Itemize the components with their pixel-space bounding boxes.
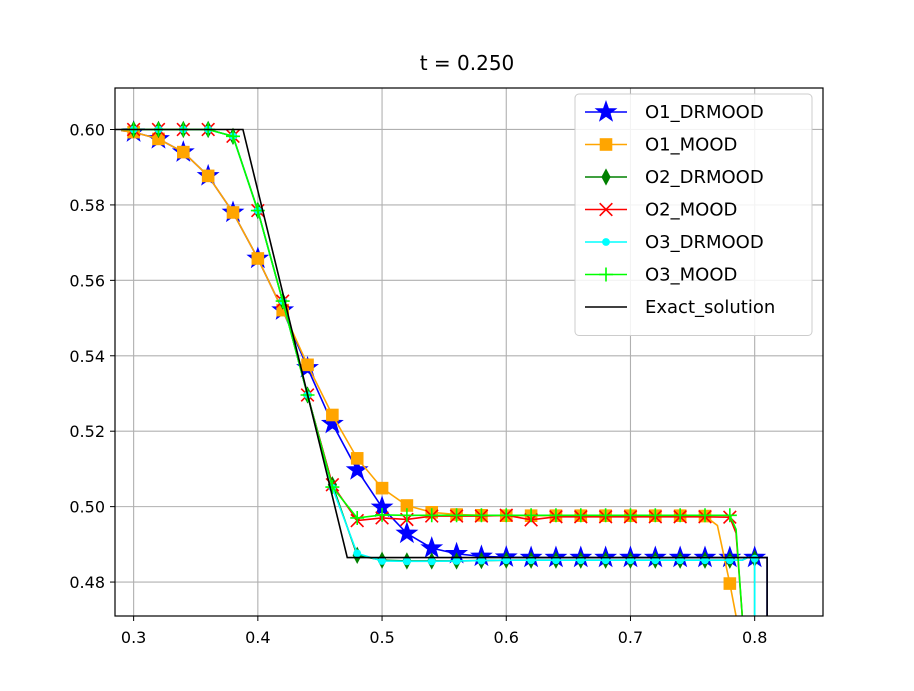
x-tick-label: 0.6: [494, 628, 519, 647]
y-tick-label: 0.48: [69, 573, 105, 592]
point-marker: [477, 556, 486, 565]
legend-label: O3_MOOD: [645, 265, 737, 286]
square-marker: [226, 206, 240, 219]
y-tick-label: 0.50: [69, 498, 105, 517]
series-Exact_solution: [115, 128, 768, 616]
plus-marker: [499, 508, 514, 523]
x-marker: [599, 202, 613, 217]
plus-marker: [350, 510, 365, 525]
square-marker: [723, 577, 737, 590]
plus-marker: [524, 508, 539, 523]
diamond-marker: [601, 168, 611, 186]
legend-box: [574, 93, 813, 336]
plus-marker: [673, 508, 688, 523]
legend-entry: O3_MOOD: [585, 265, 737, 286]
plus-marker: [698, 508, 712, 523]
square-marker: [599, 138, 613, 151]
point-marker: [378, 557, 386, 565]
x-tick-label: 0.5: [369, 628, 394, 647]
plus-marker: [722, 508, 737, 523]
legend-entry: O2_DRMOOD: [585, 167, 764, 188]
star-marker: [594, 99, 618, 122]
square-marker: [251, 252, 265, 265]
square-marker: [350, 452, 364, 465]
x-tick-label: 0.4: [245, 628, 270, 647]
y-tick-label: 0.58: [69, 196, 105, 215]
legend-label: Exact_solution: [645, 297, 775, 318]
point-marker: [452, 557, 461, 565]
legend-entry: O3_DRMOOD: [585, 232, 764, 253]
x-tick-label: 0.8: [742, 628, 767, 647]
y-tick-label: 0.52: [69, 422, 105, 441]
square-marker: [177, 145, 190, 159]
plus-marker: [598, 508, 613, 523]
plus-marker: [474, 508, 489, 523]
plus-marker: [375, 507, 390, 522]
star-marker: [395, 521, 419, 544]
series-layer: [115, 120, 768, 616]
plot-frame: [114, 87, 824, 617]
legend-entry: O1_MOOD: [585, 135, 737, 156]
point-marker: [602, 238, 610, 246]
point-marker: [353, 549, 362, 558]
star-marker: [320, 411, 344, 434]
square-marker: [326, 408, 339, 422]
y-tick-label: 0.60: [69, 120, 105, 139]
legend-label: O2_MOOD: [645, 200, 737, 221]
square-marker: [201, 169, 215, 183]
square-marker: [375, 481, 389, 495]
point-marker: [750, 554, 759, 563]
x-tick-label: 0.7: [618, 628, 643, 647]
plus-marker: [399, 508, 414, 523]
series-line: [121, 128, 744, 616]
plus-marker: [449, 508, 464, 523]
plus-marker: [573, 508, 588, 523]
series-O3_MOOD: [121, 122, 744, 616]
series-line: [115, 128, 768, 616]
point-marker: [402, 557, 411, 566]
legend-label: O3_DRMOOD: [645, 232, 764, 253]
legend-entry: O1_DRMOOD: [585, 99, 764, 123]
square-marker: [152, 132, 165, 146]
plus-marker: [226, 129, 240, 144]
plus-marker: [548, 508, 563, 523]
square-marker: [400, 499, 414, 512]
axis-ticks: 0.3 0.4 0.5 0.6 0.7 0.8 0.48 0.50 0.52 0.54 0.56 0.…: [69, 120, 767, 647]
legend-entry: O2_MOOD: [585, 200, 737, 221]
chart-title: t = 0.250: [420, 51, 515, 75]
plus-marker: [599, 267, 613, 282]
legend-label: O2_DRMOOD: [645, 167, 764, 188]
plus-marker: [648, 508, 663, 523]
plus-marker: [623, 508, 638, 523]
y-tick-label: 0.56: [69, 271, 105, 290]
plus-marker: [424, 508, 439, 523]
y-tick-label: 0.54: [69, 347, 105, 366]
legend-entry: Exact_solution: [585, 297, 775, 318]
legend: O1_DRMOOD O1_MOOD O2_DRMOOD O2_MOOD O3_DRMOO…: [574, 93, 813, 336]
plus-marker: [275, 294, 290, 309]
legend-label: O1_MOOD: [645, 135, 737, 156]
square-marker: [301, 358, 314, 372]
point-marker: [427, 557, 436, 566]
legend-label: O1_DRMOOD: [645, 102, 764, 123]
plus-marker: [325, 480, 340, 495]
x-tick-label: 0.3: [121, 628, 146, 647]
